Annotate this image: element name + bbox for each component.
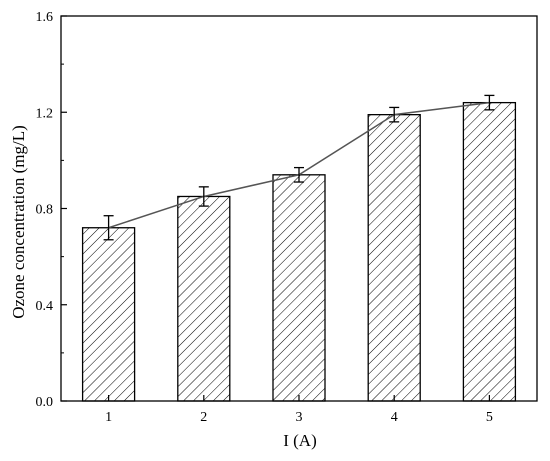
x-tick-label: 2 (200, 410, 207, 425)
y-axis-title: Ozone concentration (mg/L) (9, 125, 28, 319)
bar-3 (272, 174, 326, 402)
y-tick-label: 0.0 (36, 395, 54, 410)
x-tick-label: 4 (391, 410, 398, 425)
y-tick-label: 1.2 (36, 106, 54, 121)
bar-1 (81, 227, 136, 402)
bar-2 (177, 195, 231, 402)
x-tick-label: 3 (296, 410, 303, 425)
bar-4 (367, 114, 421, 402)
y-tick-label: 0.8 (36, 203, 54, 218)
x-tick-label: 1 (105, 410, 112, 425)
x-axis-title: I (A) (283, 431, 317, 450)
plot-area: 0.0 0.4 0.8 1.2 1.6 1 2 3 4 5 (36, 10, 538, 425)
y-tick-label: 1.6 (36, 10, 54, 25)
bar-5 (462, 101, 517, 402)
y-tick-label: 0.4 (36, 299, 54, 314)
x-tick-label: 5 (486, 410, 493, 425)
